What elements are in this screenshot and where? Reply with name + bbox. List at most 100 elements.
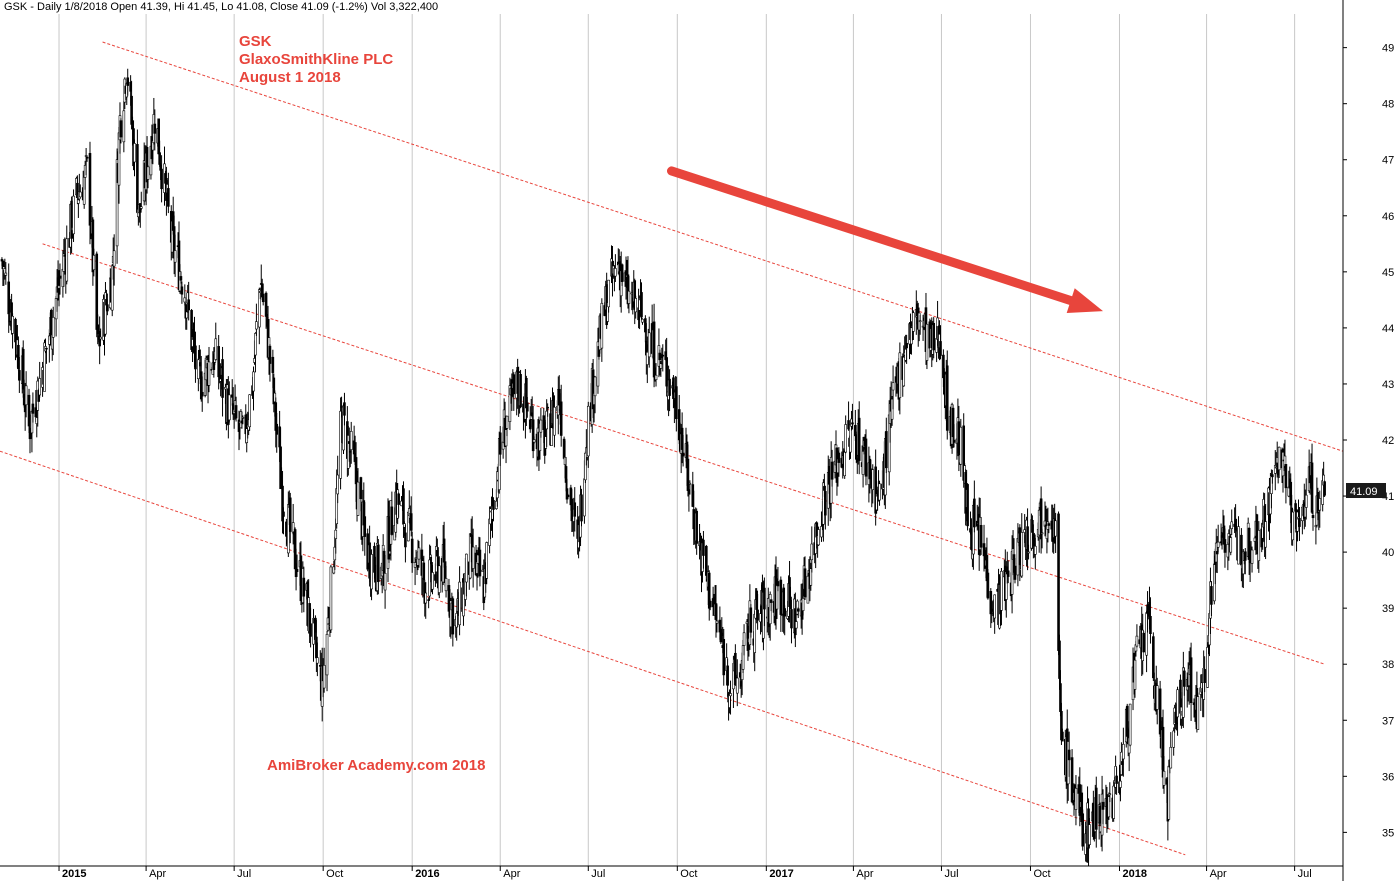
candle-body xyxy=(707,572,711,609)
candle-body xyxy=(810,543,814,561)
candle xyxy=(1040,528,1044,549)
candle xyxy=(106,293,109,316)
candle-body xyxy=(932,322,936,351)
candle-body xyxy=(634,298,637,313)
candle-body xyxy=(410,538,414,564)
candle-body xyxy=(471,546,475,569)
candle-body xyxy=(726,665,729,686)
candle xyxy=(885,417,888,474)
candle xyxy=(647,316,651,368)
candle xyxy=(665,337,668,397)
channel-line xyxy=(102,41,1344,452)
candle xyxy=(912,310,915,340)
candle xyxy=(796,607,800,619)
candle xyxy=(966,483,969,531)
x-tick-label: Jul xyxy=(944,868,958,880)
candle xyxy=(1122,727,1125,777)
candle xyxy=(1169,732,1173,769)
candle-body xyxy=(1088,824,1091,845)
candle xyxy=(76,175,79,205)
candle xyxy=(824,485,827,530)
candle-body xyxy=(409,513,413,531)
candle-body xyxy=(681,452,685,457)
candle xyxy=(871,464,875,504)
candle xyxy=(302,566,306,613)
candle-body xyxy=(179,276,183,281)
candle xyxy=(1210,581,1213,617)
candle-body xyxy=(607,279,610,308)
candle xyxy=(248,394,251,431)
x-tick-label: Jul xyxy=(237,868,251,880)
candle-body xyxy=(281,485,284,522)
candle xyxy=(431,565,434,595)
candle xyxy=(1057,511,1060,656)
candle-body xyxy=(221,359,224,398)
candle-body xyxy=(31,403,35,414)
candle xyxy=(27,388,31,434)
candle xyxy=(505,415,509,437)
candle xyxy=(891,365,895,410)
candle-body xyxy=(194,345,197,370)
candle-body xyxy=(1158,688,1162,735)
candle xyxy=(707,570,711,621)
candle-body xyxy=(173,250,177,263)
candle xyxy=(197,357,200,392)
candle xyxy=(45,347,48,364)
candle-body xyxy=(451,598,455,635)
watermark: AmiBroker Academy.com 2018 xyxy=(267,757,486,774)
candle xyxy=(234,396,238,422)
candle-body xyxy=(146,166,150,180)
candle-body xyxy=(973,498,976,528)
candle xyxy=(471,528,475,588)
candle xyxy=(1142,631,1145,653)
candle-body xyxy=(27,394,31,427)
candle xyxy=(99,328,102,341)
y-tick-label: 45 xyxy=(1382,267,1394,279)
candle xyxy=(959,418,963,477)
candle xyxy=(77,198,80,218)
candle xyxy=(122,101,126,153)
candle-body xyxy=(334,529,338,539)
candle-body xyxy=(640,292,643,318)
candle xyxy=(281,470,284,534)
candle-body xyxy=(325,633,329,676)
candle-body xyxy=(830,461,834,480)
x-tick-label: Apr xyxy=(503,868,520,880)
candle xyxy=(1311,510,1315,531)
candle-body xyxy=(139,206,143,209)
y-tick-label: 38 xyxy=(1382,659,1394,671)
candle xyxy=(973,480,976,533)
candle xyxy=(1034,537,1037,570)
trend-channel xyxy=(0,41,1344,856)
last-price-box xyxy=(1346,483,1386,499)
candle xyxy=(1027,544,1030,560)
candle xyxy=(343,392,346,426)
candle xyxy=(24,371,28,418)
candle xyxy=(179,271,183,284)
candle-body xyxy=(119,120,123,138)
candle xyxy=(390,491,394,536)
candle-body xyxy=(735,677,739,694)
candle xyxy=(158,140,161,167)
candle xyxy=(21,340,25,398)
candle-body xyxy=(115,159,119,247)
candle xyxy=(851,403,854,430)
candle xyxy=(254,332,257,373)
candle xyxy=(722,629,726,686)
candle xyxy=(1304,478,1308,520)
candle xyxy=(167,172,170,214)
candle-body xyxy=(1006,570,1010,577)
candle xyxy=(979,516,983,555)
candle-body xyxy=(951,407,955,438)
candle-body xyxy=(1058,640,1061,679)
candle xyxy=(139,191,143,211)
candle xyxy=(1273,450,1277,491)
candle-body xyxy=(1298,517,1301,527)
x-tick-label: 2018 xyxy=(1122,868,1146,880)
candle xyxy=(508,377,512,431)
candle xyxy=(65,225,69,285)
candle xyxy=(349,421,353,464)
candle-body xyxy=(397,493,400,505)
candle xyxy=(1054,512,1057,553)
